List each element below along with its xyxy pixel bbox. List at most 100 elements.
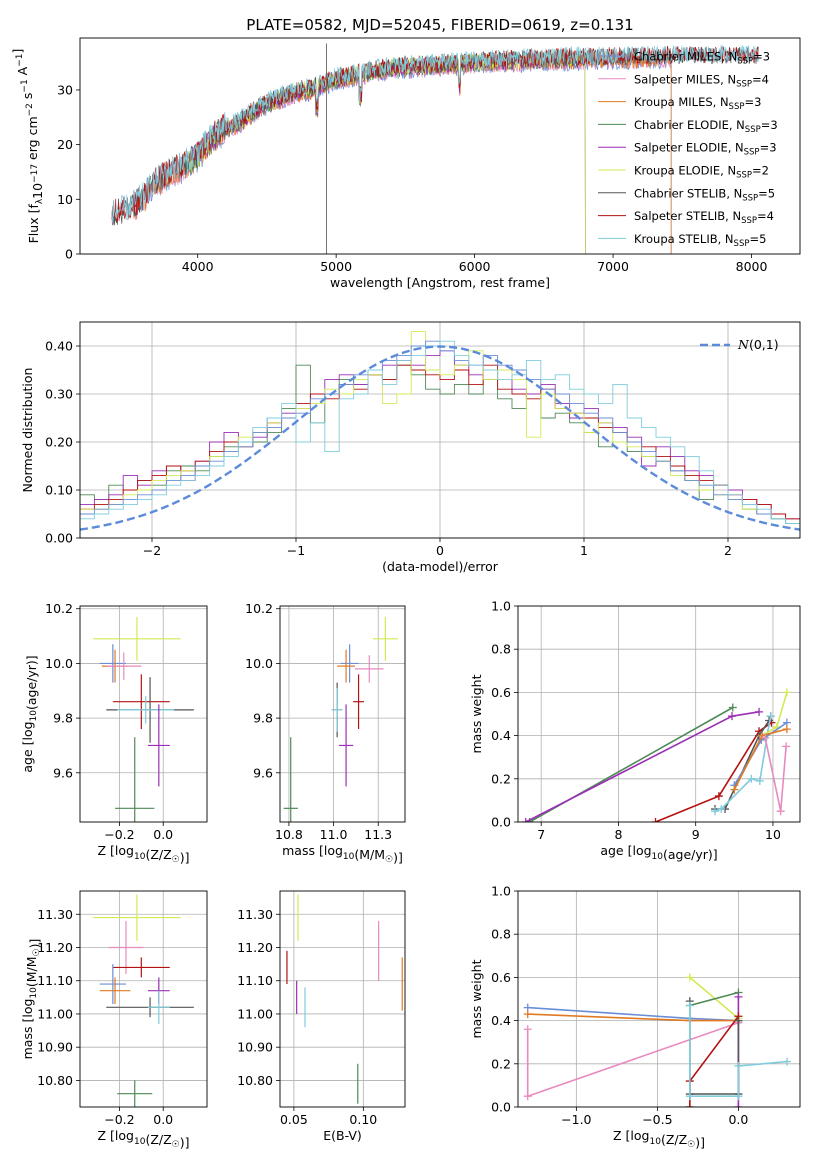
plot-area — [80, 322, 800, 538]
y-tick-label: 11.00 — [37, 1006, 73, 1021]
x-tick-label: 8 — [614, 827, 622, 842]
legend-label: Kroupa MILES, NSSP=3 — [634, 95, 761, 112]
x-tick-label: 7000 — [597, 259, 629, 274]
x-tick-label: 5000 — [320, 259, 352, 274]
x-tick-label: −0.5 — [642, 1112, 672, 1127]
histogram-salpeter-stelib — [80, 364, 800, 538]
mass-vs-ebv-panel: 0.05 0.10 10.80 10.90 11.00 11.10 11.20 11.30 E(… — [237, 890, 406, 1143]
y-tick-label: 10.80 — [37, 1073, 73, 1088]
errorbar-point — [93, 616, 181, 661]
weight-marker — [782, 688, 791, 697]
y-tick-label: 0.20 — [45, 435, 73, 450]
y-tick-label: 0.2 — [491, 1056, 511, 1071]
weight-marker — [747, 774, 756, 783]
axis-label: Flux [fλ10−17 erg cm−2 s−1 A−1] — [10, 49, 45, 244]
x-tick-label: 8000 — [736, 259, 768, 274]
weight-marker — [782, 742, 791, 751]
legend-label: Kroupa STELIB, NSSP=5 — [634, 232, 766, 249]
y-tick-label: 0.10 — [45, 483, 73, 498]
axes-frame — [79, 605, 208, 823]
x-tick-label: 7 — [537, 827, 545, 842]
weight-marker — [521, 818, 530, 822]
y-tick-label: 0.0 — [491, 1100, 511, 1115]
x-tick-label: 1 — [580, 543, 588, 558]
axes-frame — [517, 890, 801, 1108]
legend-label: Salpeter ELODIE, NSSP=3 — [634, 141, 777, 158]
x-tick-label: 0.10 — [349, 1112, 377, 1127]
plot-area — [280, 891, 405, 1107]
y-tick-label: 9.8 — [253, 711, 273, 726]
errorbar-point — [147, 704, 170, 787]
errorbar-point — [117, 1080, 153, 1107]
legend-label: Salpeter STELIB, NSSP=4 — [634, 209, 774, 226]
weight-marker — [685, 1092, 694, 1101]
errorbar-point — [331, 688, 343, 732]
y-tick-label: 0.6 — [491, 970, 511, 985]
weight-marker — [685, 973, 694, 982]
axis-label: Z [log10(Z/Z☉)] — [613, 1128, 705, 1150]
plot-area — [111, 43, 759, 254]
y-tick-label: 11.10 — [37, 973, 73, 988]
y-tick-label: 10.0 — [245, 656, 273, 671]
x-tick-label: 11.3 — [364, 827, 392, 842]
spectrum-line-chabrier-elodie — [184, 50, 586, 254]
weight-marker — [730, 785, 739, 794]
weight-marker — [734, 992, 743, 1001]
mass-vs-metallicity-panel: −0.2 0.0 10.80 10.90 11.00 11.10 11.20 11.30 Z [… — [20, 890, 208, 1150]
y-tick-label: 10.2 — [45, 601, 73, 616]
y-tick-label: 11.20 — [37, 940, 73, 955]
weight-marker — [711, 807, 720, 816]
axes-frame — [79, 890, 208, 1108]
errorbar-point — [115, 737, 155, 822]
errorbar-point — [337, 649, 355, 683]
weight-marker — [734, 1092, 743, 1101]
axes-frame — [279, 605, 406, 823]
legend-label: N(0,1) — [737, 337, 779, 352]
weight-marker — [717, 805, 726, 814]
errorbar-point — [99, 964, 126, 1004]
weight-marker — [728, 712, 737, 721]
age-vs-mass-panel: 10.8 11.0 11.3 9.6 9.8 10.0 10.2 mass [log10(M/… — [245, 601, 406, 865]
x-tick-label: 10.8 — [275, 827, 303, 842]
errorbar-point — [112, 957, 170, 978]
y-tick-label: 9.6 — [253, 765, 273, 780]
errorbar-point — [93, 894, 181, 941]
y-tick-label: 11.10 — [237, 973, 273, 988]
x-tick-label: 0.05 — [280, 1112, 308, 1127]
weight-marker — [734, 1016, 743, 1025]
x-tick-label: 9 — [692, 827, 700, 842]
axis-label: mass weight — [469, 674, 484, 753]
mass-weight-vs-age-panel: 7 8 9 10 0.0 0.2 0.4 0.6 0.8 1.0 age [log10(age/yr… — [469, 599, 801, 862]
x-tick-label: 2 — [724, 543, 732, 558]
weight-marker — [685, 1103, 694, 1107]
axis-label: E(B-V) — [323, 1128, 362, 1143]
weight-line-salpeter-miles — [764, 737, 787, 812]
spectrum-line-kroupa-elodie — [184, 49, 586, 254]
x-tick-label: 0.0 — [153, 1112, 173, 1127]
y-tick-label: 30 — [57, 82, 73, 97]
axes-frame — [79, 321, 801, 539]
legend-label: Chabrier STELIB, NSSP=5 — [634, 186, 775, 203]
y-tick-label: 10.90 — [37, 1040, 73, 1055]
x-tick-label: −1.0 — [561, 1112, 591, 1127]
weight-line-salpeter-stelib — [655, 721, 772, 822]
axes-frame — [79, 37, 801, 255]
plot-area — [80, 891, 207, 1107]
weight-line-kroupa-elodie — [689, 976, 739, 1020]
spectrum-line-chabrier-miles — [133, 52, 672, 254]
weight-marker — [734, 1103, 743, 1107]
axes-frame — [279, 890, 406, 1108]
y-tick-label: 0.4 — [491, 1013, 511, 1028]
spectrum-panel: 4000 5000 6000 7000 8000 0 10 20 30 wavelength [A… — [10, 37, 801, 290]
spectrum-line-kroupa-miles — [133, 50, 672, 254]
y-tick-label: 0.40 — [45, 339, 73, 354]
axis-label: Z [log10(Z/Z☉)] — [98, 1128, 190, 1150]
axis-label: mass [log10(M/M☉)] — [282, 843, 403, 865]
y-tick-label: 9.6 — [53, 765, 73, 780]
errorbar-point — [117, 696, 175, 724]
weight-marker — [755, 776, 764, 785]
weight-marker — [651, 818, 660, 822]
y-tick-label: 0.30 — [45, 387, 73, 402]
y-tick-label: 0.8 — [491, 927, 511, 942]
